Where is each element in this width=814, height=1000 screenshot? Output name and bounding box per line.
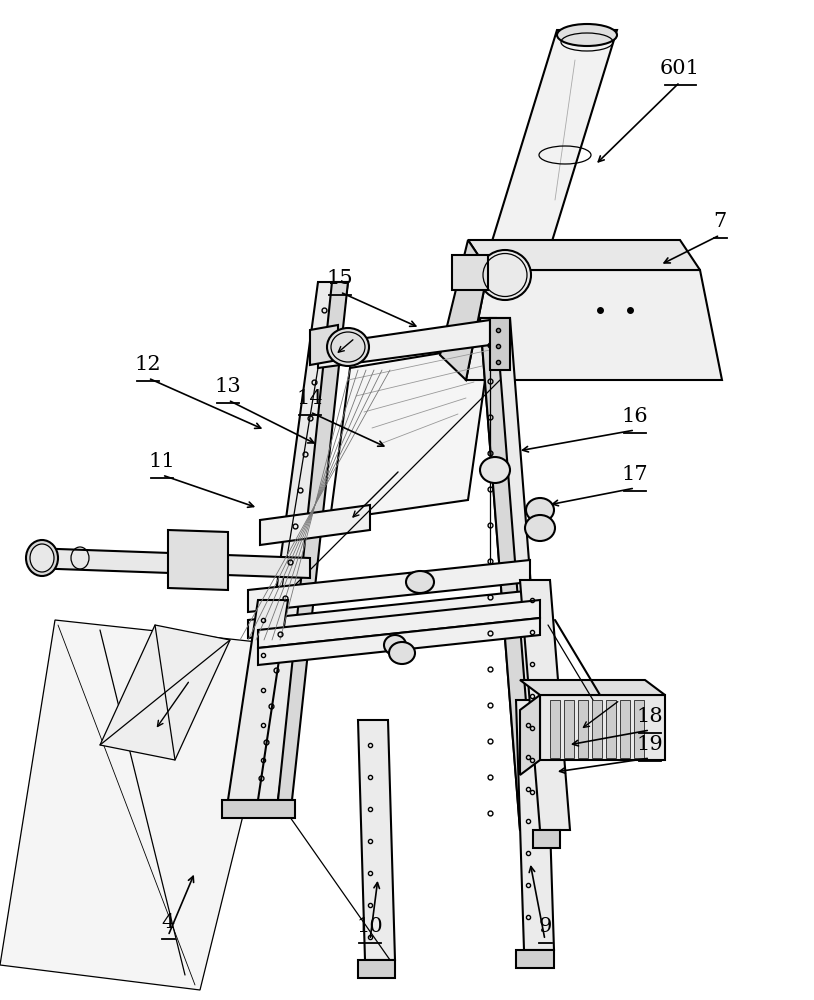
Text: 18: 18 [637, 707, 663, 726]
Text: 11: 11 [149, 452, 175, 471]
Ellipse shape [26, 540, 58, 576]
Polygon shape [564, 700, 574, 758]
Polygon shape [358, 960, 395, 978]
Polygon shape [248, 560, 530, 612]
Polygon shape [477, 30, 617, 290]
Ellipse shape [384, 635, 406, 655]
Text: 601: 601 [660, 59, 700, 78]
Polygon shape [480, 318, 550, 830]
Polygon shape [248, 590, 535, 638]
Ellipse shape [327, 328, 369, 366]
Ellipse shape [389, 642, 415, 664]
Polygon shape [550, 700, 560, 758]
Polygon shape [620, 700, 630, 758]
Ellipse shape [557, 24, 617, 46]
Polygon shape [258, 618, 540, 665]
Polygon shape [592, 700, 602, 758]
Ellipse shape [526, 498, 554, 522]
Polygon shape [516, 700, 554, 950]
Polygon shape [516, 950, 554, 968]
Polygon shape [606, 700, 616, 758]
Text: 4: 4 [161, 913, 175, 932]
Text: 16: 16 [622, 407, 648, 426]
Polygon shape [540, 695, 665, 760]
Polygon shape [634, 700, 644, 758]
Ellipse shape [30, 544, 54, 572]
Polygon shape [168, 530, 228, 590]
Polygon shape [30, 548, 310, 578]
Polygon shape [533, 830, 560, 848]
Polygon shape [490, 318, 510, 370]
Polygon shape [100, 625, 230, 760]
Polygon shape [0, 620, 285, 990]
Text: 7: 7 [713, 212, 727, 231]
Ellipse shape [480, 457, 510, 483]
Polygon shape [260, 505, 370, 545]
Polygon shape [358, 720, 395, 960]
Polygon shape [520, 680, 665, 695]
Polygon shape [330, 345, 490, 520]
Polygon shape [228, 600, 288, 800]
Polygon shape [468, 240, 700, 270]
Text: 12: 12 [134, 355, 161, 374]
Polygon shape [480, 318, 536, 830]
Polygon shape [440, 240, 488, 380]
Polygon shape [278, 282, 348, 800]
Text: 14: 14 [296, 389, 323, 408]
Polygon shape [520, 580, 570, 830]
Polygon shape [452, 255, 488, 290]
Polygon shape [222, 800, 295, 818]
Text: 9: 9 [538, 917, 552, 936]
Ellipse shape [479, 250, 531, 300]
Polygon shape [318, 320, 490, 368]
Polygon shape [248, 282, 348, 800]
Text: 19: 19 [637, 735, 663, 754]
Polygon shape [466, 270, 722, 380]
Ellipse shape [525, 515, 555, 541]
Text: 10: 10 [357, 917, 383, 936]
Text: 15: 15 [326, 269, 353, 288]
Polygon shape [578, 700, 588, 758]
Ellipse shape [406, 571, 434, 593]
Polygon shape [310, 325, 338, 365]
Polygon shape [520, 695, 540, 775]
Text: 17: 17 [622, 465, 648, 484]
Text: 13: 13 [215, 377, 242, 396]
Polygon shape [258, 600, 540, 648]
